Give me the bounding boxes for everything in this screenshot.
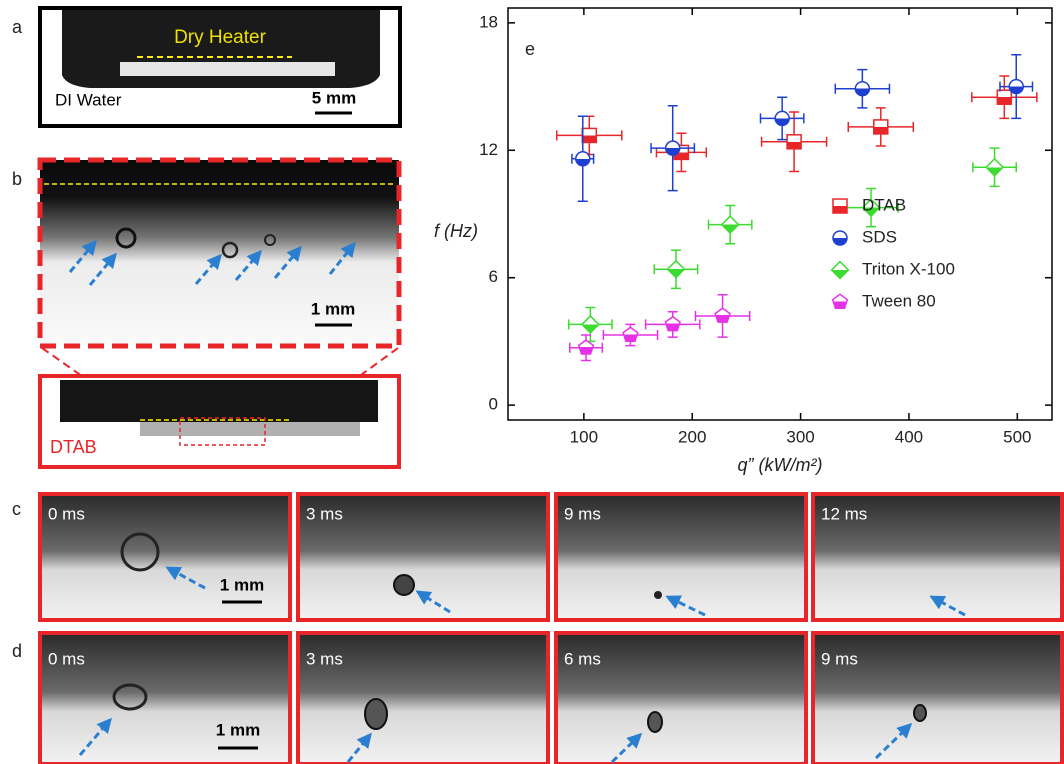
fluid-label: DI Water	[55, 90, 122, 109]
surfactant-label: DTAB	[50, 437, 97, 457]
scale-label: 1 mm	[216, 720, 260, 739]
data-point	[985, 157, 1005, 177]
data-point	[664, 315, 681, 332]
legend-marker	[832, 230, 848, 246]
data-point	[575, 151, 591, 167]
legend-label: DTAB	[862, 195, 906, 214]
photo	[40, 160, 399, 346]
legend-marker	[832, 198, 848, 214]
arrows	[78, 717, 913, 764]
scale-label: 1 mm	[220, 575, 264, 594]
data-point	[720, 215, 740, 235]
row-c	[38, 492, 1064, 622]
zoom-frame	[37, 157, 402, 349]
heater	[62, 10, 380, 88]
legend-label: SDS	[862, 227, 897, 246]
x-tick-label: 100	[570, 427, 598, 446]
data-point	[873, 119, 889, 135]
heater-surface	[120, 62, 335, 76]
time-label: 12 ms	[821, 504, 867, 523]
time-label: 9 ms	[821, 649, 858, 668]
data-point	[666, 259, 686, 279]
row-d	[38, 631, 1064, 764]
chart: e f (Hz) q” (kW/m²) 0 6 12 18 100 200 300 400 50…	[434, 7, 1053, 475]
data-point	[774, 110, 790, 127]
boiling-layer	[140, 422, 360, 436]
x-tick-label: 200	[678, 427, 706, 446]
data-point	[622, 326, 639, 343]
panel-label: d	[12, 641, 22, 661]
panel-label: e	[525, 39, 535, 59]
y-tick-label: 18	[479, 12, 498, 31]
panel-label: c	[12, 499, 21, 519]
data-point	[786, 134, 802, 150]
time-label: 3 ms	[306, 504, 343, 523]
arrows	[165, 566, 966, 617]
heater	[60, 380, 378, 422]
x-tick-label: 300	[786, 427, 814, 446]
legend-label: Triton X-100	[862, 259, 955, 278]
data-point	[854, 80, 871, 97]
bubble	[115, 227, 137, 249]
data-point	[581, 127, 598, 144]
bubble	[264, 234, 276, 246]
arrows	[68, 239, 356, 286]
scale-label: 1 mm	[311, 299, 355, 318]
y-tick-label: 12	[479, 140, 498, 159]
bubble	[221, 241, 239, 259]
legend-marker	[831, 293, 849, 309]
scale-label: 5 mm	[312, 88, 356, 107]
data-point	[861, 198, 881, 218]
legend-label: Tween 80	[862, 291, 936, 310]
time-label: 9 ms	[564, 504, 601, 523]
x-axis-label: q” (kW/m²)	[738, 455, 823, 475]
y-tick-label: 0	[489, 395, 498, 414]
time-label: 3 ms	[306, 649, 343, 668]
zoom-box	[179, 417, 266, 446]
data-point	[714, 307, 731, 323]
data-point	[580, 314, 600, 334]
data-point	[996, 89, 1013, 105]
data-point	[577, 339, 595, 355]
x-tick-label: 500	[1003, 427, 1031, 446]
panel-label: b	[12, 169, 22, 189]
heater-label: Dry Heater	[174, 27, 267, 48]
panel-label: a	[12, 17, 23, 37]
time-label: 6 ms	[564, 649, 601, 668]
time-label: 0 ms	[48, 649, 85, 668]
legend-marker	[830, 260, 850, 280]
plot-frame	[507, 7, 1053, 421]
x-tick-label: 400	[895, 427, 923, 446]
y-tick-label: 6	[489, 267, 498, 286]
time-label: 0 ms	[48, 504, 85, 523]
y-axis-label: f (Hz)	[434, 221, 478, 241]
data-point	[664, 140, 681, 156]
data-point	[1008, 78, 1024, 95]
